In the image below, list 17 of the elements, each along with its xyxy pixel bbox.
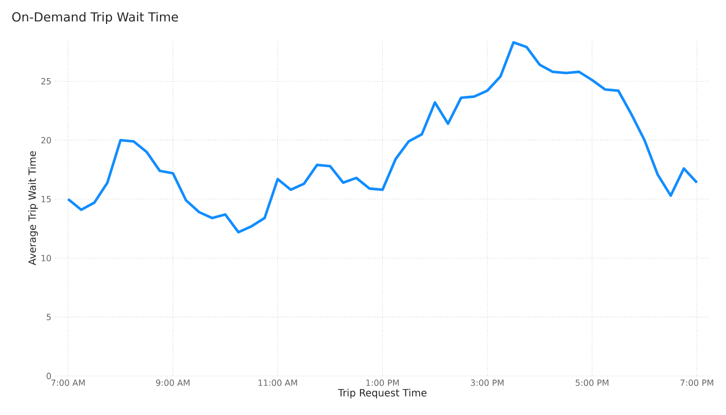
y-tick-label: 0 xyxy=(46,372,51,380)
x-axis-title: Trip Request Time xyxy=(338,388,426,398)
y-tick-label: 10 xyxy=(42,254,51,262)
line-series xyxy=(66,41,698,234)
y-tick-label: 15 xyxy=(42,196,51,202)
x-tick-label: 3:00 PM xyxy=(470,380,504,386)
y-tick-label: 25 xyxy=(41,78,51,84)
x-tick-label: 1:00 PM xyxy=(366,380,399,386)
chart-title: On-Demand Trip Wait Time xyxy=(12,12,178,24)
y-tick-label: 5 xyxy=(46,314,51,320)
x-tick-label: 7:00 AM xyxy=(51,380,85,386)
x-tick-label: 9:00 AM xyxy=(156,380,190,386)
x-tick-label: 7:00 PM xyxy=(680,380,714,386)
y-axis-title: Average Trip Wait Time xyxy=(28,151,38,266)
y-tick-label: 20 xyxy=(41,137,51,144)
x-tick-label: 11:00 AM xyxy=(258,380,297,386)
x-tick-label: 5:00 PM xyxy=(576,380,608,386)
